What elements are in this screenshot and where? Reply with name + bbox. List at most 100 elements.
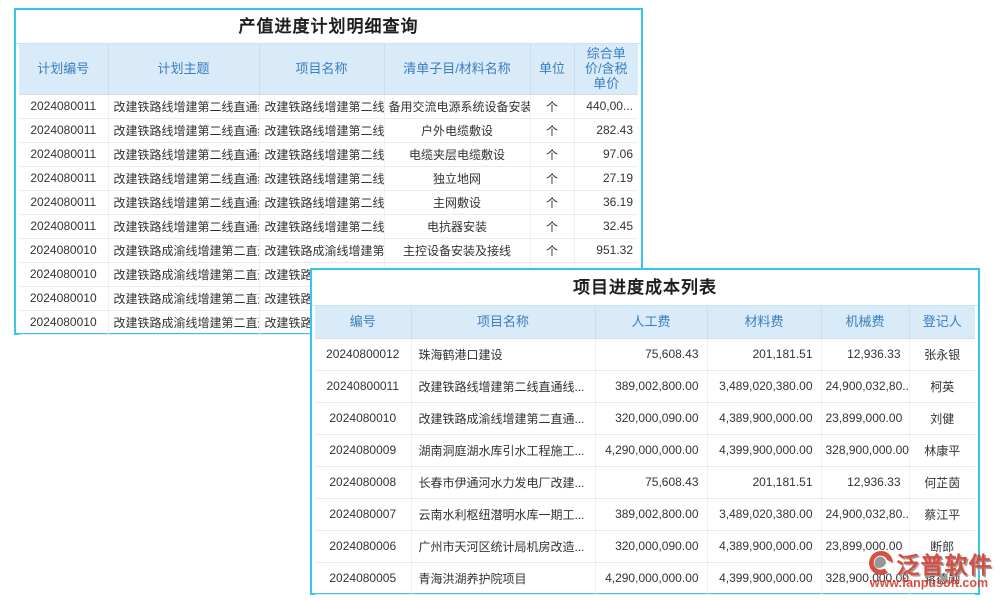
machinery-cost-cell: 328,900,000.00: [821, 562, 910, 595]
cost-id-cell[interactable]: 2024080006: [315, 530, 412, 563]
plan-detail-table: 计划编号 计划主题 项目名称 清单子目/材料名称 单位 综合单价/含税单价 2024080…: [19, 44, 638, 335]
plan-subject-cell[interactable]: 改建铁路线增建第二线直通线: [108, 94, 260, 119]
project-name-cell[interactable]: 改建铁路线增建第二线直通: [259, 214, 385, 239]
plan-id-cell[interactable]: 2024080011: [19, 142, 109, 167]
plan-subject-cell[interactable]: 改建铁路成渝线增建第二直通: [108, 238, 260, 263]
cost-id-cell[interactable]: 2024080007: [315, 498, 412, 531]
labor-cost-cell: 75,608.43: [595, 466, 708, 499]
plan-subject-column-header: 计划主题: [108, 44, 260, 95]
project-name-cell[interactable]: 改建铁路线增建第二线直通: [259, 142, 385, 167]
plan-subject-cell[interactable]: 改建铁路线增建第二线直通线: [108, 190, 260, 215]
fanpu-logo-url: www.fanpusoft.com: [869, 576, 989, 590]
project-name-cell[interactable]: 改建铁路成渝线增建第二直: [259, 238, 385, 263]
project-name-cell[interactable]: 改建铁路线增建第二线直通: [259, 190, 385, 215]
cost-id-column-header: 编号: [315, 306, 412, 339]
project-cost-header-row: 编号 项目名称 人工费 材料费 机械费 登记人: [315, 306, 975, 339]
table-row: 2024080009 湖南洞庭湖水库引水工程施工... 4,290,000,000.…: [315, 434, 975, 467]
cost-id-cell[interactable]: 2024080008: [315, 466, 412, 499]
registrant-cell[interactable]: 林康平: [909, 434, 975, 467]
cost-id-cell[interactable]: 2024080005: [315, 562, 412, 595]
registrant-column-header: 登记人: [909, 306, 975, 339]
registrant-cell[interactable]: 蔡江平: [909, 498, 975, 531]
project-name-cell[interactable]: 改建铁路线增建第二线直通: [259, 166, 385, 191]
unit-cell: 个: [530, 142, 575, 167]
unit-price-cell: 440,00...: [574, 94, 638, 119]
labor-cost-cell: 320,000,090.00: [595, 402, 708, 435]
material-cost-cell: 4,399,900,000.00: [707, 434, 822, 467]
project-name-cell[interactable]: 长春市伊通河水力发电厂改建...: [411, 466, 596, 499]
plan-id-cell[interactable]: 2024080011: [19, 214, 109, 239]
unit-price-cell: 27.19: [574, 166, 638, 191]
labor-cost-cell: 4,290,000,000.00: [595, 434, 708, 467]
fanpu-logo-icon: [866, 548, 896, 578]
plan-id-cell[interactable]: 2024080010: [19, 262, 109, 287]
material-cost-cell: 4,389,900,000.00: [707, 530, 822, 563]
plan-id-cell[interactable]: 2024080010: [19, 238, 109, 263]
unit-cell: 个: [530, 118, 575, 143]
project-name-cell[interactable]: 广州市天河区统计局机房改造...: [411, 530, 596, 563]
plan-subject-cell[interactable]: 改建铁路成渝线增建第二直通: [108, 262, 260, 287]
table-row: 2024080010改建铁路成渝线增建第二直通改建铁路成渝线增建第二直主控设备安…: [19, 238, 638, 263]
labor-cost-cell: 389,002,800.00: [595, 498, 708, 531]
plan-id-cell[interactable]: 2024080011: [19, 166, 109, 191]
unit-price-cell: 97.06: [574, 142, 638, 167]
plan-id-cell[interactable]: 2024080011: [19, 190, 109, 215]
registrant-cell[interactable]: 张永银: [909, 338, 975, 371]
plan-id-cell[interactable]: 2024080011: [19, 94, 109, 119]
cost-id-cell[interactable]: 2024080010: [315, 402, 412, 435]
project-name-cell[interactable]: 湖南洞庭湖水库引水工程施工...: [411, 434, 596, 467]
project-name-cell[interactable]: 改建铁路线增建第二线直通: [259, 94, 385, 119]
table-row: 20240800011 改建铁路线增建第二线直通线... 389,002,800.0…: [315, 370, 975, 403]
unit-price-cell: 36.19: [574, 190, 638, 215]
plan-subject-cell[interactable]: 改建铁路线增建第二线直通线: [108, 214, 260, 239]
machinery-cost-cell: 12,936.33: [821, 466, 910, 499]
item-material-name-cell: 主控设备安装及接线: [384, 238, 531, 263]
plan-id-column-header: 计划编号: [19, 44, 109, 95]
plan-subject-cell[interactable]: 改建铁路线增建第二线直通线: [108, 166, 260, 191]
cost-id-cell[interactable]: 20240800011: [315, 370, 412, 403]
cost-id-cell[interactable]: 2024080009: [315, 434, 412, 467]
project-name-cell[interactable]: 改建铁路线增建第二线直通: [259, 118, 385, 143]
item-material-name-cell: 独立地网: [384, 166, 531, 191]
registrant-cell[interactable]: 何芷茵: [909, 466, 975, 499]
project-name-cell[interactable]: 改建铁路线增建第二线直通线...: [411, 370, 596, 403]
registrant-cell[interactable]: 刘健: [909, 402, 975, 435]
cost-id-cell[interactable]: 20240800012: [315, 338, 412, 371]
plan-subject-cell[interactable]: 改建铁路线增建第二线直通线: [108, 142, 260, 167]
unit-cell: 个: [530, 238, 575, 263]
table-row: 2024080011改建铁路线增建第二线直通线改建铁路线增建第二线直通独立地网个…: [19, 166, 638, 191]
machinery-cost-column-header: 机械费: [821, 306, 910, 339]
labor-cost-cell: 389,002,800.00: [595, 370, 708, 403]
registrant-cell[interactable]: 蒋德勋: [909, 562, 975, 595]
plan-id-cell[interactable]: 2024080011: [19, 118, 109, 143]
item-material-name-cell: 电抗器安装: [384, 214, 531, 239]
unit-price-cell: 951.32: [574, 238, 638, 263]
machinery-cost-cell: 23,899,000.00: [821, 402, 910, 435]
item-material-name-column-header: 清单子目/材料名称: [384, 44, 531, 95]
unit-cell: 个: [530, 190, 575, 215]
material-cost-cell: 201,181.51: [707, 466, 822, 499]
unit-price-cell: 32.45: [574, 214, 638, 239]
project-name-cell[interactable]: 青海洪湖养护院项目: [411, 562, 596, 595]
plan-subject-cell[interactable]: 改建铁路成渝线增建第二直通: [108, 310, 260, 335]
fanpu-logo: 泛普软件 www.fanpusoft.com: [858, 547, 1000, 590]
fanpu-logo-text: 泛普软件: [896, 552, 993, 578]
material-cost-cell: 3,489,020,380.00: [707, 498, 822, 531]
registrant-cell[interactable]: 柯英: [909, 370, 975, 403]
labor-cost-cell: 4,290,000,000.00: [595, 562, 708, 595]
plan-id-cell[interactable]: 2024080010: [19, 310, 109, 335]
machinery-cost-cell: 12,936.33: [821, 338, 910, 371]
plan-subject-cell[interactable]: 改建铁路成渝线增建第二直通: [108, 286, 260, 311]
labor-cost-column-header: 人工费: [595, 306, 708, 339]
registrant-cell[interactable]: 断郎: [909, 530, 975, 563]
plan-id-cell[interactable]: 2024080010: [19, 286, 109, 311]
table-row: 2024080007 云南水利枢纽潜明水库一期工... 389,002,800.00…: [315, 498, 975, 531]
plan-subject-cell[interactable]: 改建铁路线增建第二线直通线: [108, 118, 260, 143]
table-row: 2024080011改建铁路线增建第二线直通线改建铁路线增建第二线直通户外电缆敷…: [19, 118, 638, 143]
project-name-cell[interactable]: 云南水利枢纽潜明水库一期工...: [411, 498, 596, 531]
project-name-cell[interactable]: 改建铁路成渝线增建第二直通...: [411, 402, 596, 435]
machinery-cost-cell: 23,899,000.00: [821, 530, 910, 563]
unit-price-column-header: 综合单价/含税单价: [574, 44, 638, 95]
project-name-cell[interactable]: 珠海鹤港口建设: [411, 338, 596, 371]
machinery-cost-cell: 24,900,032,80...: [821, 498, 910, 531]
